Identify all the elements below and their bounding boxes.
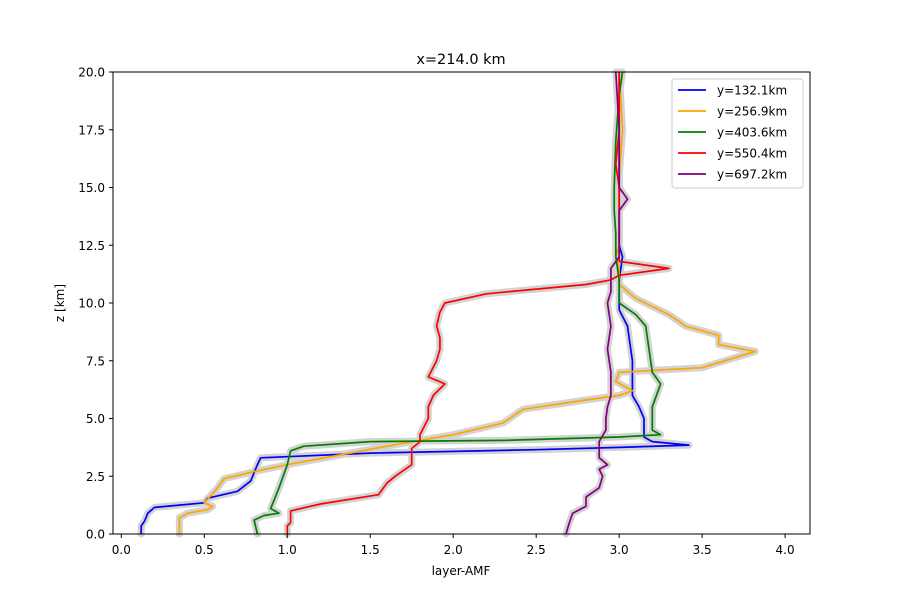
y-tick-label: 0.0 bbox=[86, 528, 105, 542]
series-line-3 bbox=[253, 71, 662, 535]
legend-entry-2: y=256.9km bbox=[717, 105, 787, 119]
y-tick-label: 12.5 bbox=[78, 239, 105, 253]
y-tick-label: 15.0 bbox=[78, 181, 105, 195]
y-tick-label: 20.0 bbox=[78, 66, 105, 80]
legend-entry-3: y=403.6km bbox=[717, 126, 787, 140]
y-axis-ticks: 0.0 2.5 5.0 7.5 10.0 12.5 15.0 17.5 20.0 bbox=[78, 66, 113, 542]
legend-entry-4: y=550.4km bbox=[717, 147, 787, 161]
y-tick-label: 17.5 bbox=[78, 123, 105, 137]
x-tick-label: 1.0 bbox=[278, 543, 297, 557]
x-tick-label: 2.0 bbox=[444, 543, 463, 557]
x-axis-ticks: 0.0 0.5 1.0 1.5 2.0 2.5 3.0 3.5 4.0 bbox=[112, 534, 795, 557]
y-tick-label: 2.5 bbox=[86, 470, 105, 484]
legend-box bbox=[671, 78, 804, 189]
x-tick-label: 2.5 bbox=[527, 543, 546, 557]
x-tick-label: 0.5 bbox=[195, 543, 214, 557]
x-tick-label: 0.0 bbox=[112, 543, 131, 557]
legend: y=132.1km y=256.9km y=403.6km y=550.4km y=69… bbox=[671, 78, 804, 189]
x-tick-label: 1.5 bbox=[361, 543, 380, 557]
x-tick-label: 3.5 bbox=[693, 543, 712, 557]
x-tick-label: 3.0 bbox=[610, 543, 629, 557]
x-tick-label: 4.0 bbox=[776, 543, 795, 557]
legend-entry-5: y=697.2km bbox=[717, 168, 787, 182]
legend-entry-1: y=132.1km bbox=[717, 84, 787, 98]
x-axis-label: layer-AMF bbox=[432, 564, 491, 578]
y-tick-label: 7.5 bbox=[86, 354, 105, 368]
y-axis-label: z [km] bbox=[53, 284, 67, 322]
series-lines bbox=[140, 71, 757, 535]
y-tick-label: 10.0 bbox=[78, 297, 105, 311]
series-line-2 bbox=[178, 71, 757, 534]
chart-title: x=214.0 km bbox=[416, 52, 505, 68]
series-line-5 bbox=[565, 71, 629, 535]
y-tick-label: 5.0 bbox=[86, 412, 105, 426]
